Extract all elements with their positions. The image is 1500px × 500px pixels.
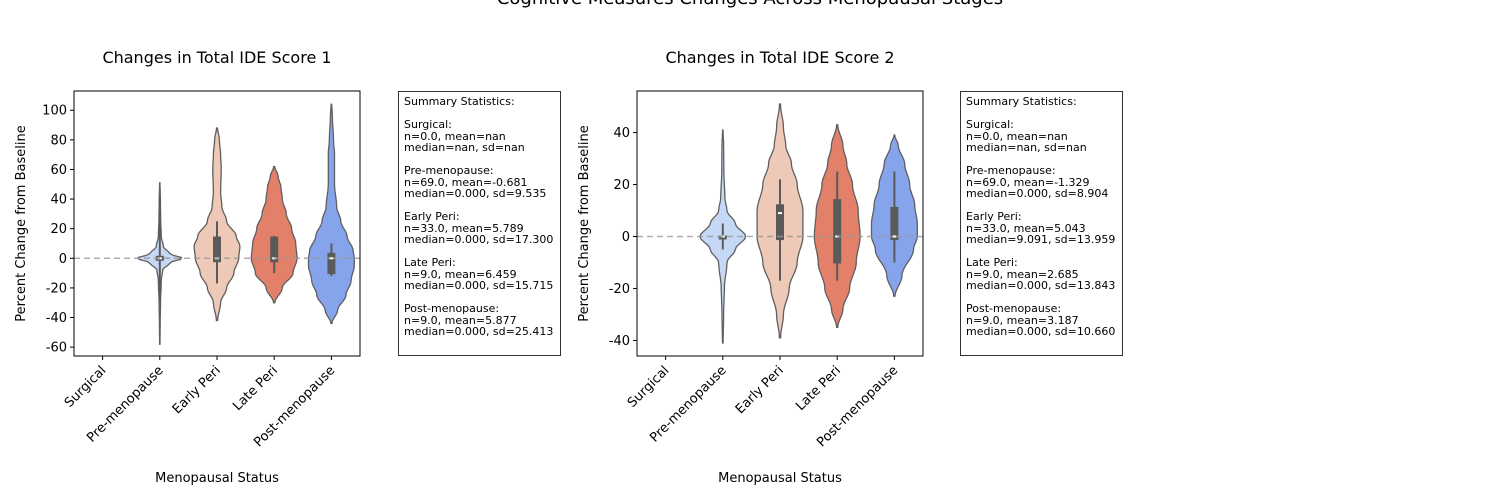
violin-late-peri (250, 165, 298, 304)
violin-median (892, 235, 897, 238)
y-tick-label: -20 (46, 281, 67, 296)
summary-statistics-box-1: Summary Statistics: Surgical: n=0.0, mea… (398, 91, 561, 356)
y-tick-label: -60 (46, 341, 67, 356)
x-tick-label: Late Peri (230, 363, 281, 414)
violin-post-menopause (307, 103, 355, 325)
violin-iqr-box (890, 206, 899, 241)
violin-iqr-box (833, 199, 842, 264)
y-axis-label: Percent Change from Baseline (577, 125, 592, 321)
y-tick-label: 40 (613, 126, 630, 141)
y-tick-label: 100 (42, 104, 67, 119)
chart-1: Changes in Total IDE Score 1 -60 -40 -20 0 20… (14, 48, 361, 486)
y-tick-label: 40 (50, 193, 67, 208)
y-tick-label: 20 (50, 222, 67, 237)
violin-iqr-box (327, 252, 336, 275)
y-tick-label: -40 (46, 311, 67, 326)
y-tick-label: 0 (59, 252, 67, 267)
figure-suptitle: Cognitive Measures Changes Across Menopa… (497, 0, 1003, 9)
chart-title: Changes in Total IDE Score 1 (102, 48, 331, 67)
y-tick-label: 20 (613, 178, 630, 193)
chart-title: Changes in Total IDE Score 2 (665, 48, 894, 67)
violin-median (778, 212, 782, 215)
x-axis-label: Menopausal Status (155, 471, 279, 486)
summary-statistics-box-2: Summary Statistics: Surgical: n=0.0, mea… (960, 91, 1123, 356)
x-tick-label: Early Peri (733, 363, 787, 417)
x-axis-label: Menopausal Status (718, 471, 842, 486)
y-tick-label: 60 (50, 163, 67, 178)
y-axis-label: Percent Change from Baseline (14, 125, 29, 321)
chart-2: Changes in Total IDE Score 2 -40 -20 0 20 40 S… (577, 48, 924, 486)
x-tick-label: Late Peri (793, 363, 844, 414)
violin-iqr-box (776, 204, 784, 241)
y-tick-label: -20 (609, 282, 630, 297)
y-tick-label: -40 (609, 334, 630, 349)
x-tick-label: Surgical (625, 363, 673, 411)
violin-median (329, 257, 334, 260)
violin-iqr-box (213, 236, 221, 263)
violin-iqr-box (270, 236, 279, 263)
x-tick-label: Surgical (62, 363, 110, 411)
y-tick-label: 0 (622, 230, 630, 245)
y-tick-label: 80 (50, 133, 67, 148)
x-tick-label: Early Peri (170, 363, 224, 417)
